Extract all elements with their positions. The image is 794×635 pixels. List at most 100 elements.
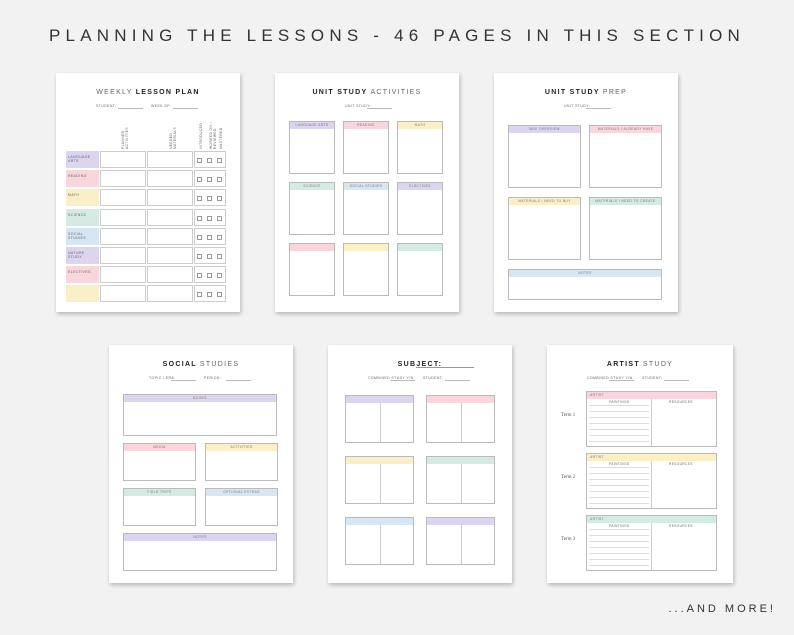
row-label: MATH (66, 189, 99, 207)
row-label: SCIENCE (66, 208, 99, 226)
rule (589, 423, 649, 424)
box: OPTIONAL EXTRAS (205, 488, 278, 526)
box: MATH (397, 121, 443, 174)
box (345, 517, 414, 565)
cell (147, 285, 193, 303)
checkbox (197, 158, 202, 163)
box-header (398, 244, 442, 251)
rule (589, 497, 649, 498)
title-line (416, 367, 474, 368)
field-line (226, 380, 251, 381)
cell (194, 247, 226, 264)
divider (651, 399, 652, 446)
title-part: ACTIVITIES (370, 89, 422, 96)
box: ELECTIVES (397, 182, 443, 235)
title-part: UNIT STUDY (544, 89, 600, 96)
box: FIELD TRIPS (123, 488, 196, 526)
box: MATERIALS I NEED TO BUY (508, 197, 581, 260)
field-label: STUDENT: (642, 376, 663, 380)
planner-page: SUBJECT: COMBINED STUDY Y/N STUDENT: (328, 345, 512, 583)
cell (194, 285, 226, 303)
cell (100, 189, 146, 207)
box: NOTES (508, 269, 662, 300)
divider (461, 403, 462, 442)
cell (194, 208, 226, 226)
box-header: MATERIALS I NEED TO CREATE (590, 198, 661, 205)
rule (589, 541, 649, 542)
term-header: ARTIST (587, 392, 716, 399)
box (426, 456, 495, 504)
rule (589, 467, 649, 468)
rule (589, 405, 649, 406)
term-label: Term 2 (561, 475, 576, 480)
box: LANGUAGE ARTS (289, 121, 335, 174)
checkbox (207, 215, 212, 221)
page-title: WEEKLY LESSON PLAN (56, 89, 240, 96)
box: SCIENCE (289, 182, 335, 235)
box-header: NOTES (509, 270, 661, 277)
box: ACTIVITIES (205, 443, 278, 481)
field-label: WEEK OF: (151, 104, 172, 108)
page-title: ARTIST STUDY (547, 361, 733, 368)
rule (589, 417, 649, 418)
box: MINI OVERVIEW (508, 125, 581, 188)
divider (461, 525, 462, 564)
column-header: WORKED ON / REVIEWED (209, 122, 217, 149)
rule (589, 553, 649, 554)
rule (589, 473, 649, 474)
col-header: PAINTINGS (609, 400, 630, 404)
col-header: RESOURCES (669, 400, 693, 404)
box-header: MINI OVERVIEW (509, 126, 580, 133)
box (289, 243, 335, 296)
row-label: READING (66, 170, 99, 188)
box (345, 395, 414, 443)
box (426, 395, 495, 443)
checkbox (217, 215, 222, 221)
box-header (346, 396, 413, 403)
field-line (367, 108, 392, 109)
field-line (609, 380, 634, 381)
row-label: LANGUAGE ARTS (66, 151, 99, 168)
column-header: PLANNED ACTIVITIES (121, 127, 129, 149)
field-label: COMBINED STUDY Y/N (587, 376, 633, 380)
title-part: SOCIAL (162, 361, 197, 368)
term-box: ARTIST PAINTINGS RESOURCES (586, 515, 717, 571)
field-label: STUDENT: (423, 376, 444, 380)
box: BOOKS (123, 394, 277, 436)
rule (589, 441, 649, 442)
page-title: SOCIAL STUDIES (109, 361, 293, 368)
title-part: WEEKLY (96, 89, 133, 96)
box (426, 517, 495, 565)
box-header: MATERIALS I ALREADY HAVE (590, 126, 661, 133)
box-header (344, 244, 388, 251)
row-label: NATURE STUDY (66, 247, 99, 264)
field-line (586, 108, 611, 109)
cell (100, 208, 146, 226)
title-part: SUBJECT: (397, 361, 443, 368)
rule (589, 479, 649, 480)
cell (194, 266, 226, 284)
box-header: FIELD TRIPS (124, 489, 195, 496)
rule (589, 547, 649, 548)
checkbox (197, 196, 202, 202)
box-header (290, 244, 334, 251)
title-part: STUDY (642, 361, 674, 368)
cell (100, 285, 146, 303)
divider (461, 464, 462, 503)
box-header: SOCIAL STUDIES (344, 183, 388, 190)
cell (100, 151, 146, 168)
box: READING (343, 121, 389, 174)
box-header: SCIENCE (290, 183, 334, 190)
term-header: ARTIST (587, 454, 716, 461)
box: MATERIALS I ALREADY HAVE (589, 125, 662, 188)
planner-page: UNIT STUDY ACTIVITIES UNIT STUDY: LANGUAGE … (275, 73, 459, 312)
col-header: PAINTINGS (609, 524, 630, 528)
checkbox (197, 273, 202, 279)
cell (147, 266, 193, 284)
planner-page: WEEKLY LESSON PLAN STUDENT: WEEK OF: PLANNED… (56, 73, 240, 312)
title-part: UNIT STUDY (312, 89, 368, 96)
cell (100, 266, 146, 284)
checkbox (207, 177, 212, 183)
box-header: BOOKS (124, 395, 276, 402)
